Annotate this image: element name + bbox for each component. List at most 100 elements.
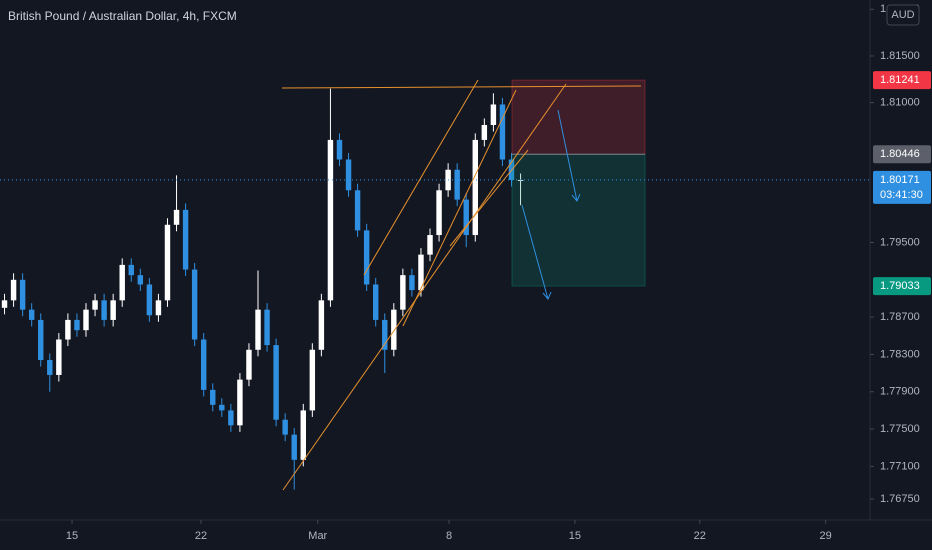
candle-body (219, 404, 225, 411)
candle-body (182, 209, 189, 270)
candle-body (200, 339, 207, 390)
target-badge (873, 277, 931, 296)
candle-body (345, 159, 352, 191)
candle-body (291, 434, 297, 460)
candle-body (490, 104, 497, 125)
y-tick-label: 1.77100 (880, 460, 920, 472)
candle-body (74, 319, 80, 331)
last-price-label: 1.80171 (880, 174, 920, 186)
candle-body (92, 300, 98, 310)
candle-body (146, 284, 153, 316)
stop-zone (511, 79, 646, 155)
candle-body (300, 410, 306, 460)
candle-body (481, 124, 488, 140)
resistance-line (281, 85, 642, 89)
trend-lines (281, 79, 642, 491)
candle-body (463, 199, 469, 236)
y-tick-label: 1.76750 (880, 493, 920, 505)
candle-body (237, 379, 243, 426)
candle-body (38, 319, 44, 361)
candle-body (1, 300, 8, 308)
entry-badge (873, 145, 931, 164)
candle-body (128, 264, 134, 276)
chart-title: British Pound / Australian Dollar, 4h, F… (8, 9, 237, 23)
candle-body (10, 279, 17, 301)
candle-body (173, 209, 180, 225)
candle-body (155, 300, 162, 316)
y-tick-label: 1.81000 (880, 97, 920, 109)
axes: 1.820001.815001.810001.795001.787001.783… (66, 3, 931, 542)
candle-body (499, 104, 506, 160)
channel-line (449, 149, 529, 247)
candle-body (454, 169, 460, 200)
candle-body (137, 275, 144, 285)
target-badge-label: 1.79033 (880, 280, 920, 292)
x-tick-label: 22 (195, 530, 207, 542)
y-tick-label: 1.78700 (880, 311, 920, 323)
candle-body (56, 339, 62, 375)
candle-body (354, 190, 361, 231)
y-tick-label: 1.81500 (880, 50, 920, 62)
entry-badge-label: 1.80446 (880, 148, 920, 160)
candle-body (372, 284, 379, 320)
x-tick-label: Mar (308, 530, 327, 542)
stop-badge (873, 71, 931, 90)
candle-body (83, 309, 89, 331)
candle-body (327, 139, 334, 301)
target-zone (511, 153, 646, 287)
y-tick-label: 1.79500 (880, 236, 920, 248)
candle-body (264, 309, 270, 346)
candle-body (210, 389, 216, 405)
candle-body (400, 275, 406, 310)
last-price-badge (873, 170, 931, 204)
y-tick-label: 1.77500 (880, 423, 920, 435)
candle-body (65, 319, 71, 340)
candle-body (47, 360, 53, 375)
countdown-label: 03:41:30 (880, 189, 923, 201)
arrow (557, 109, 578, 202)
stop-badge-label: 1.81241 (880, 74, 920, 86)
candle-body (228, 410, 234, 426)
candle-body (418, 254, 424, 291)
currency-button[interactable] (886, 4, 920, 26)
candle-body (363, 230, 370, 285)
candle-body (282, 419, 288, 435)
candle-body (382, 319, 388, 350)
arrow-head (571, 193, 581, 202)
candle-body (19, 279, 26, 310)
candle-body (391, 309, 397, 350)
channel-line (363, 79, 479, 276)
candle-body (409, 275, 415, 291)
x-tick-label: 15 (66, 530, 78, 542)
currency-label[interactable]: AUD (891, 9, 914, 21)
x-tick-label: 22 (694, 530, 706, 542)
candle-body (309, 349, 316, 411)
channel-line (402, 89, 517, 327)
candle-body (436, 190, 442, 236)
candle-body (110, 300, 116, 320)
trend-line (282, 83, 567, 491)
arrows (521, 109, 581, 300)
candle-body (164, 224, 171, 301)
candle-body (28, 309, 35, 320)
x-tick-label: 8 (446, 530, 452, 542)
candle-body (191, 269, 198, 340)
y-tick-label: 1.77900 (880, 386, 920, 398)
arrow (521, 204, 549, 300)
plot-area (0, 79, 870, 490)
candle-body (273, 345, 279, 420)
arrow-head (542, 291, 552, 300)
candle-body (255, 309, 261, 350)
candle-body (101, 300, 107, 320)
candle-body (246, 349, 252, 380)
candle-body (119, 264, 125, 301)
x-tick-label: 15 (569, 530, 581, 542)
candle-body (336, 139, 343, 160)
x-tick-label: 29 (820, 530, 832, 542)
candle-body (318, 300, 325, 350)
y-tick-label: 1.78300 (880, 348, 920, 360)
candle-body (472, 139, 479, 236)
candle-body (427, 235, 433, 255)
